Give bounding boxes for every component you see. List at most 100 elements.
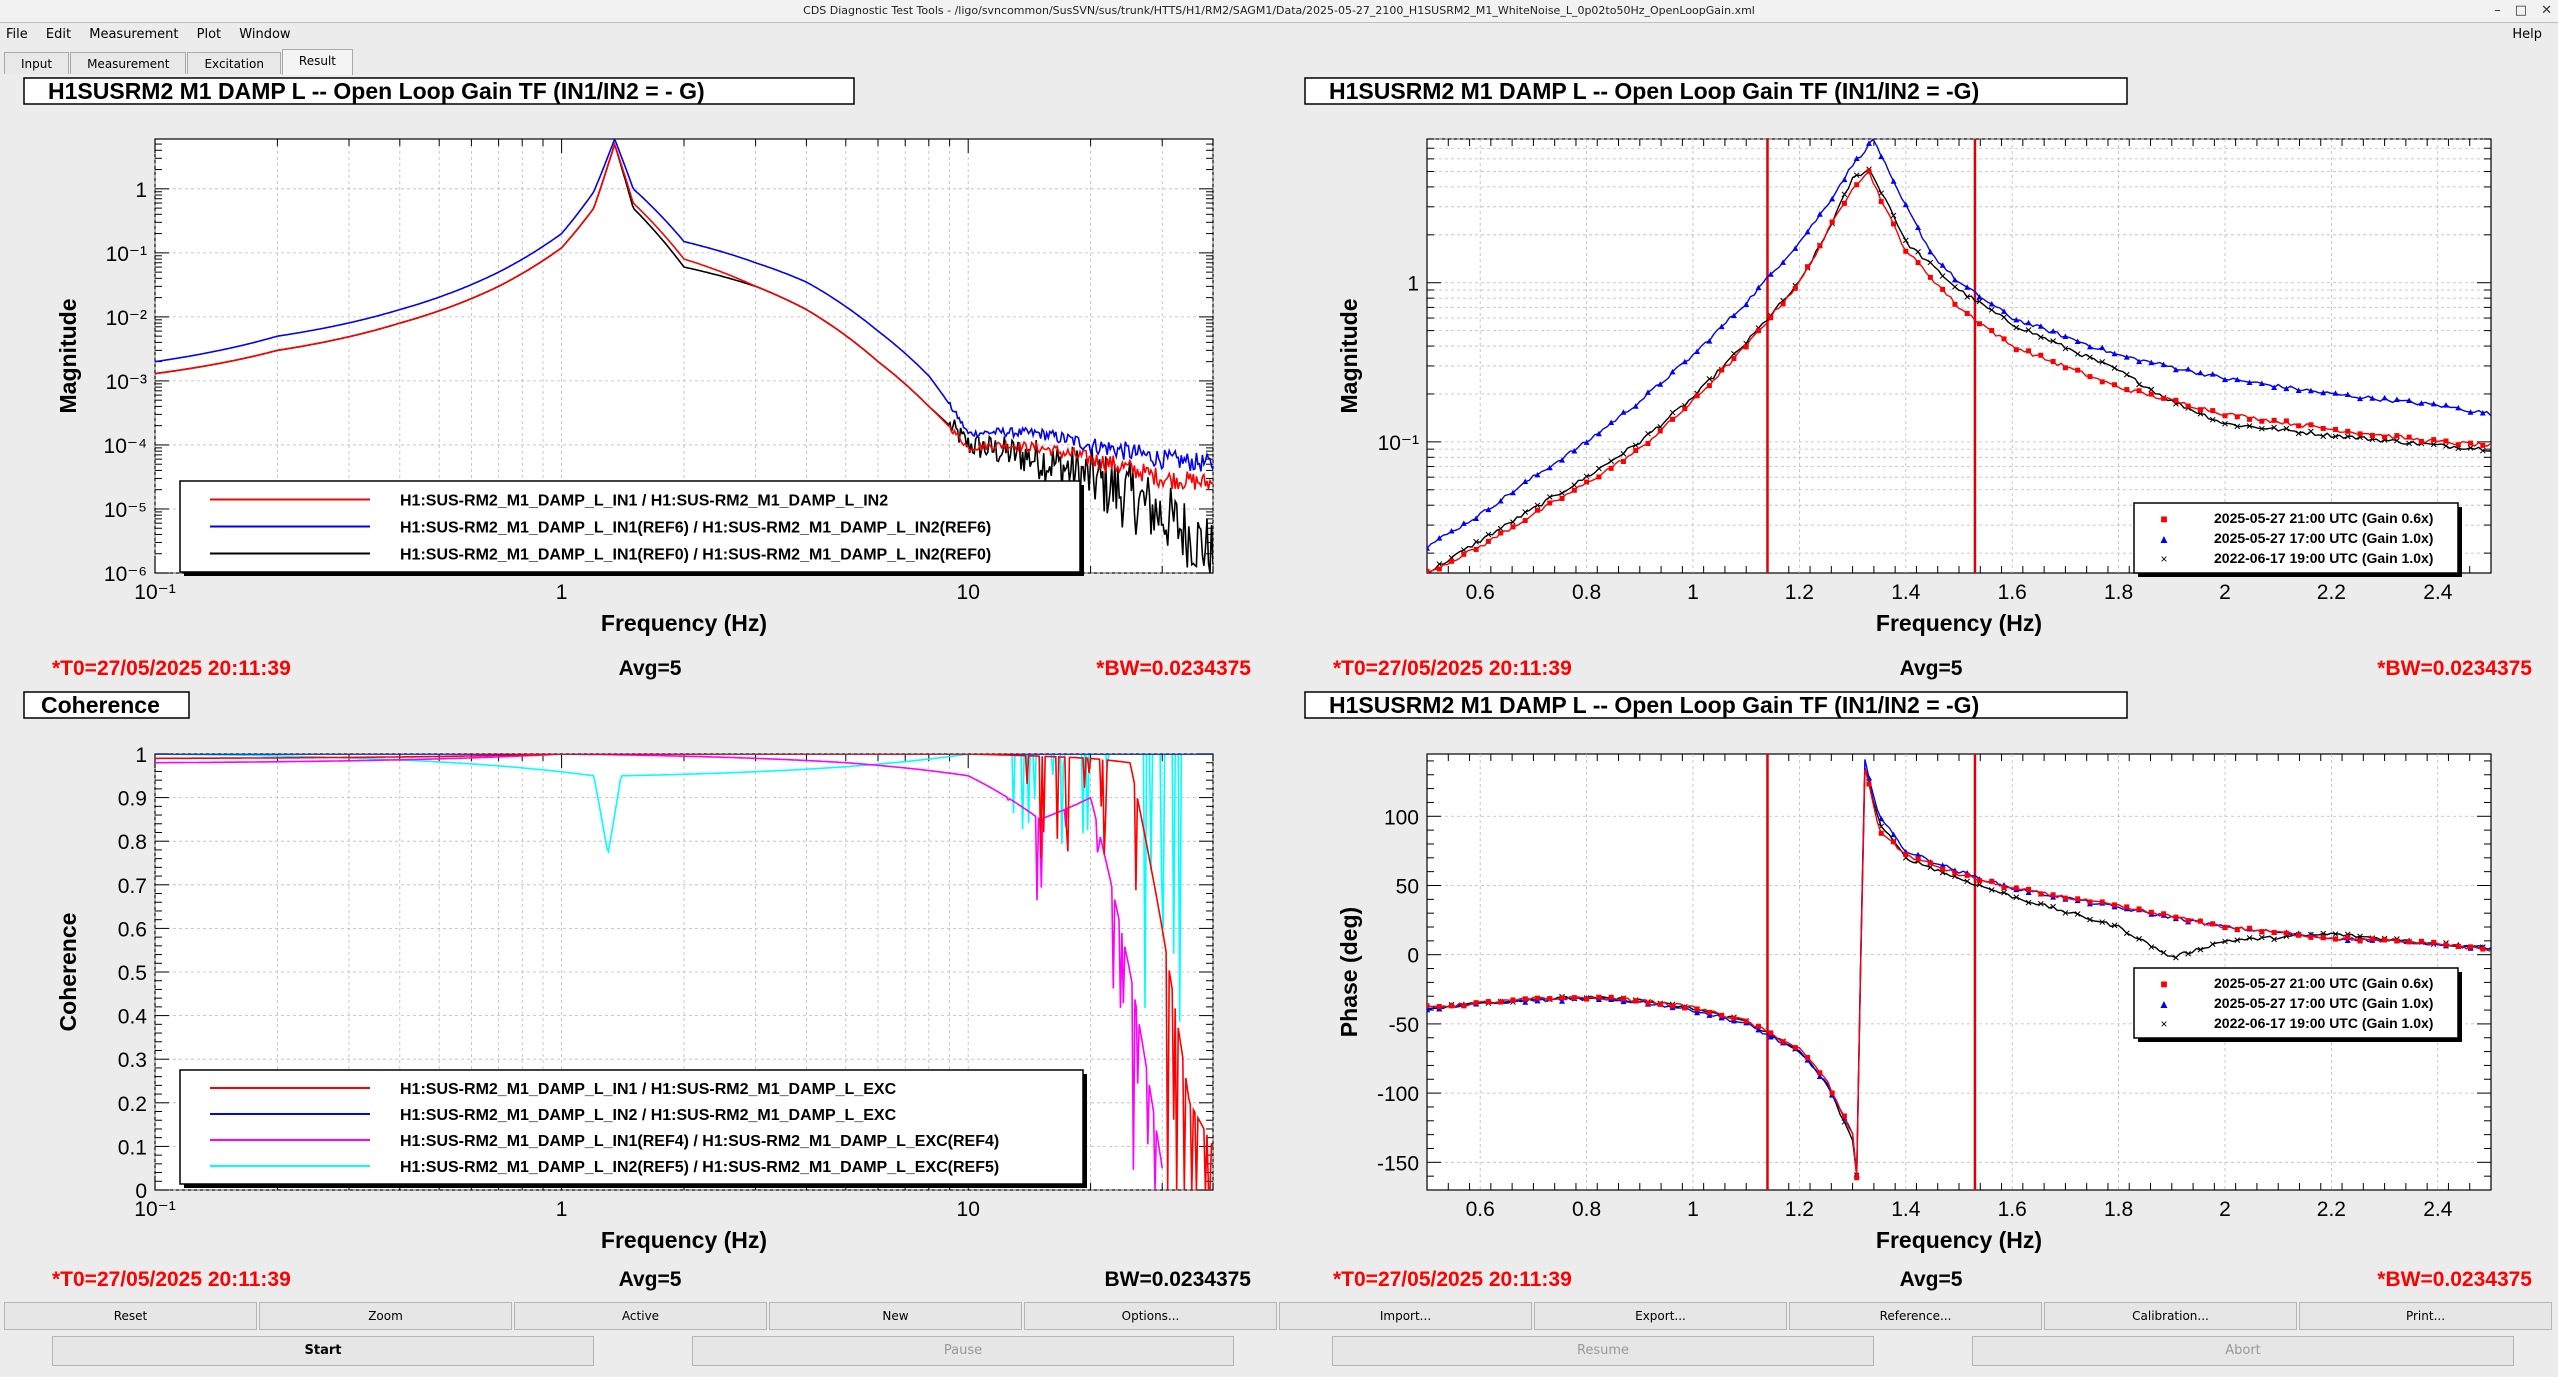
data-point [2074, 351, 2081, 357]
data-point [1940, 866, 1946, 872]
data-point [2074, 911, 2081, 917]
plot-panel-coherence[interactable]: Coherence 10⁻¹ 1 10 0 0.1 0.2 0.3 0.4 0.5 0.6 0.7 0.… [0, 690, 1277, 1300]
data-point [2173, 914, 2179, 920]
legend-marker: × [2160, 1017, 2167, 1031]
plot-svg-tr[interactable]: H1SUSRM2 M1 DAMP L -- Open Loop Gain TF … [1281, 76, 2558, 689]
data-point [2026, 348, 2032, 354]
x-axis-label: Frequency (Hz) [1876, 1227, 2042, 1253]
data-point [1976, 321, 1982, 327]
plot-svg-tl[interactable]: H1SUSRM2 M1 DAMP L -- Open Loop Gain TF … [0, 76, 1277, 689]
plot-title: H1SUSRM2 M1 DAMP L -- Open Loop Gain TF … [48, 78, 705, 104]
data-point [2344, 391, 2351, 398]
options-button[interactable]: Options... [1024, 1302, 1277, 1330]
tab-measurement[interactable]: Measurement [70, 52, 187, 74]
y-tick-label: 0 [1407, 945, 1419, 968]
data-point [1608, 465, 1614, 471]
data-point [1534, 995, 1540, 1001]
data-point [1865, 140, 1872, 146]
series-line-0 [1427, 170, 2491, 572]
y-axis-label: Magnitude [1336, 299, 1362, 414]
x-axis-label: Frequency (Hz) [601, 610, 767, 636]
export-button[interactable]: Export... [1534, 1302, 1787, 1330]
data-point [1571, 487, 1577, 493]
data-layer [155, 139, 1213, 573]
data-point [2124, 387, 2130, 393]
data-point [2050, 328, 2057, 334]
plot-panel-magnitude-zoom[interactable]: H1SUSRM2 M1 DAMP L -- Open Loop Gain TF … [1281, 76, 2558, 689]
data-point [1891, 221, 1897, 227]
plot-svg-bl[interactable]: Coherence 10⁻¹ 1 10 0 0.1 0.2 0.3 0.4 0.5 0.6 0.7 0.… [0, 690, 1277, 1300]
data-point [2025, 889, 2032, 895]
start-button[interactable]: Start [52, 1336, 594, 1366]
data-point [1915, 224, 1922, 230]
pause-button[interactable]: Pause [692, 1336, 1234, 1366]
reference-button[interactable]: Reference... [1789, 1302, 2042, 1330]
resume-button[interactable]: Resume [1332, 1336, 1874, 1366]
minimize-icon[interactable]: – [2494, 3, 2501, 18]
plot-panel-magnitude-log[interactable]: H1SUSRM2 M1 DAMP L -- Open Loop Gain TF … [0, 76, 1277, 689]
plot-legend: ■ 2025-05-27 21:00 UTC (Gain 0.6x) ▲ 2025-0… [2133, 967, 2462, 1042]
data-point [2185, 918, 2191, 924]
print-button[interactable]: Print... [2299, 1302, 2552, 1330]
data-point [2001, 314, 2007, 321]
data-point [1780, 1039, 1786, 1045]
menu-file[interactable]: File [6, 27, 28, 42]
x-tick-label: 10 [957, 581, 980, 604]
x-tick-label: 2.2 [2317, 581, 2346, 604]
data-point [2246, 935, 2253, 941]
calibration-button[interactable]: Calibration... [2044, 1302, 2297, 1330]
x-tick-label: 10⁻¹ [134, 581, 175, 604]
data-point [2197, 369, 2204, 376]
plot-title: H1SUSRM2 M1 DAMP L -- Open Loop Gain TF … [1329, 78, 1979, 104]
data-point [2161, 911, 2167, 917]
footer-bw: BW=0.0234375 [1104, 1268, 1251, 1291]
data-point [1632, 442, 1639, 449]
plot-svg-br[interactable]: H1SUSRM2 M1 DAMP L -- Open Loop Gain TF … [1281, 690, 2558, 1300]
y-tick-label: 0.5 [118, 962, 147, 985]
data-point [1608, 458, 1615, 464]
y-tick-label: 0.6 [118, 918, 147, 941]
data-point [2050, 892, 2056, 898]
data-point [1915, 248, 1921, 255]
tab-result[interactable]: Result [281, 49, 353, 75]
legend-label: 2025-05-27 17:00 UTC (Gain 1.0x) [2214, 530, 2433, 546]
tab-input[interactable]: Input [4, 52, 70, 74]
data-point [1522, 996, 1528, 1002]
menu-measurement[interactable]: Measurement [89, 27, 179, 42]
tab-excitation[interactable]: Excitation [187, 52, 281, 74]
maximize-icon[interactable]: □ [2514, 3, 2528, 18]
plot-area[interactable] [1426, 138, 2492, 574]
legend-label: 2022-06-17 19:00 UTC (Gain 1.0x) [2214, 1015, 2433, 1031]
y-tick-label: 10⁻⁶ [104, 563, 147, 586]
menu-plot[interactable]: Plot [196, 27, 222, 42]
data-point [1473, 1000, 1479, 1006]
x-tick-label: 1.8 [2104, 581, 2133, 604]
y-tick-label: 50 [1396, 875, 1419, 898]
data-point [1878, 815, 1885, 822]
data-point [2075, 367, 2081, 373]
import-button[interactable]: Import... [1279, 1302, 1532, 1330]
menu-edit[interactable]: Edit [45, 27, 72, 42]
data-point [1854, 182, 1860, 188]
data-point [2418, 938, 2424, 944]
y-tick-label: 10⁻⁵ [104, 499, 147, 522]
x-tick-label: 1 [1687, 1198, 1699, 1221]
abort-button[interactable]: Abort [1972, 1336, 2514, 1366]
data-point [1755, 284, 1762, 291]
close-icon[interactable]: ✕ [2541, 3, 2552, 18]
active-button[interactable]: Active [514, 1302, 767, 1330]
data-point [2382, 937, 2388, 943]
reset-button[interactable]: Reset [4, 1302, 257, 1330]
legend-label: H1:SUS-RM2_M1_DAMP_L_IN2(REF5) / H1:SUS-… [400, 1159, 999, 1176]
new-button[interactable]: New [769, 1302, 1022, 1330]
menu-window[interactable]: Window [239, 27, 291, 42]
plot-control-buttons: Reset Zoom Active New Options... Import.… [4, 1302, 2554, 1330]
x-tick-label: 0.6 [1466, 1198, 1495, 1221]
data-point [1547, 500, 1553, 506]
x-tick-label: 1.2 [1785, 581, 1814, 604]
data-point [2357, 395, 2364, 402]
data-point [1510, 997, 1516, 1003]
menu-help[interactable]: Help [2512, 27, 2542, 42]
plot-panel-phase[interactable]: H1SUSRM2 M1 DAMP L -- Open Loop Gain TF … [1281, 690, 2558, 1300]
zoom-button[interactable]: Zoom [259, 1302, 512, 1330]
